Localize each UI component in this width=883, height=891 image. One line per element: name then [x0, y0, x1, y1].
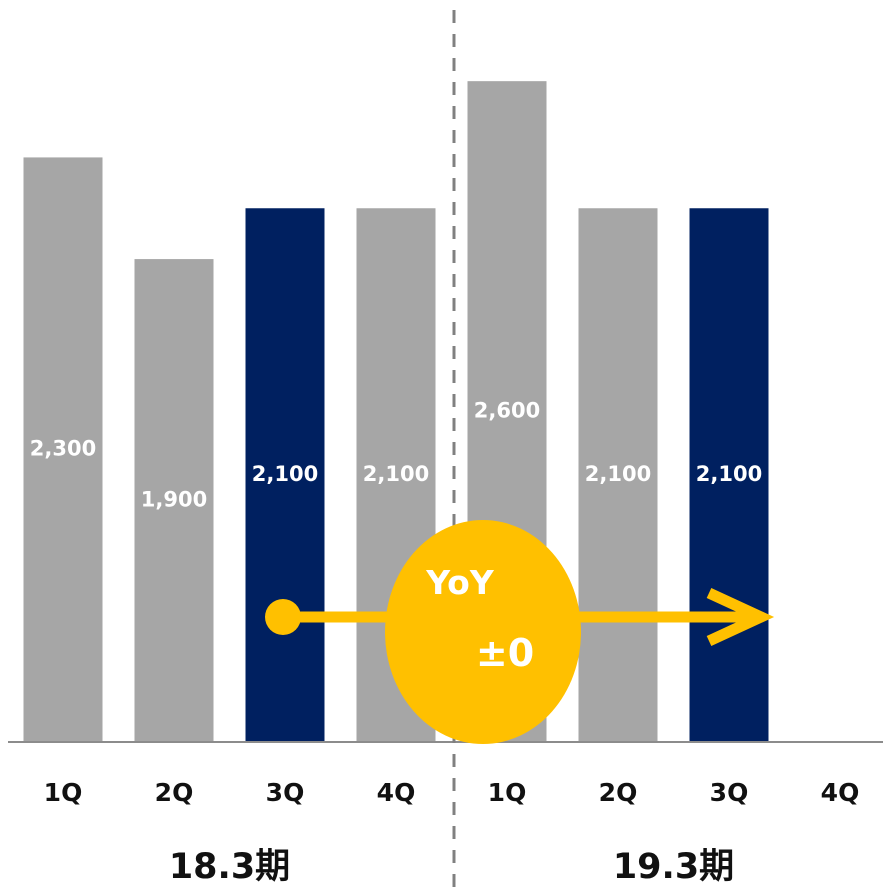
bar [689, 208, 769, 742]
category-label: 1Q [488, 778, 527, 807]
category-label: 1Q [44, 778, 83, 807]
yoy-arrow-start-dot [265, 599, 301, 635]
bar [578, 208, 658, 742]
bar [134, 259, 214, 742]
bar-value-label: 2,600 [474, 399, 540, 423]
category-label: 3Q [710, 778, 749, 807]
bar-labels-group: 2,300 1,900 2,100 2,100 2,600 2,100 2,100 [30, 399, 762, 512]
period-labels-group: 18.3期 19.3期 [169, 847, 734, 887]
yoy-arrow-head [706, 588, 775, 646]
bar [245, 208, 325, 742]
category-label: 3Q [266, 778, 305, 807]
bar-value-label: 2,100 [363, 462, 429, 486]
bar [23, 157, 103, 742]
period-label: 19.3期 [613, 847, 734, 887]
bar-value-label: 2,300 [30, 437, 96, 461]
bar-value-label: 2,100 [585, 462, 651, 486]
yoy-annotation: YoY ±0 [265, 520, 775, 744]
period-label: 18.3期 [169, 847, 290, 887]
bar-value-label: 2,100 [252, 462, 318, 486]
yoy-ellipse [385, 520, 581, 744]
yoy-title: YoY [425, 563, 495, 602]
bar-value-label: 1,900 [141, 488, 207, 512]
category-label: 2Q [599, 778, 638, 807]
category-label: 2Q [155, 778, 194, 807]
category-labels-group: 1Q 2Q 3Q 4Q 1Q 2Q 3Q 4Q [44, 778, 860, 807]
yoy-value: ±0 [476, 631, 534, 675]
category-label: 4Q [377, 778, 416, 807]
category-label: 4Q [821, 778, 860, 807]
bar-value-label: 2,100 [696, 462, 762, 486]
